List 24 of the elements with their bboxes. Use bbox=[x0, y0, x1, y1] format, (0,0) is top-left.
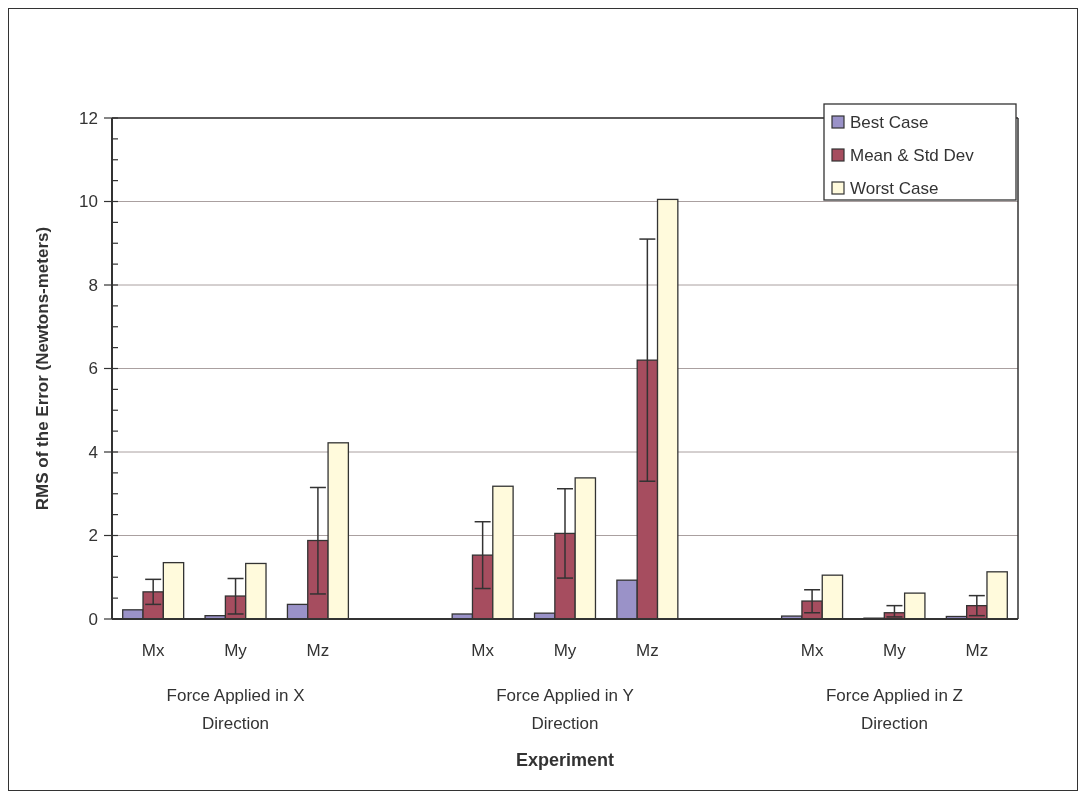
legend-label: Best Case bbox=[850, 112, 929, 132]
y-tick-label: 4 bbox=[88, 442, 98, 462]
x-tick-label: My bbox=[224, 641, 248, 660]
y-tick-label: 2 bbox=[88, 526, 98, 546]
text: Force Applied in X Direction bbox=[166, 686, 305, 733]
y-axis-title: RMS of the Error (Newtons-meters) bbox=[33, 226, 52, 511]
x-tick-label: My bbox=[553, 641, 577, 660]
text: Force Applied in Z Direction bbox=[825, 686, 963, 733]
y-tick-label: 6 bbox=[88, 359, 98, 379]
x-axis-title: Experiment bbox=[515, 750, 615, 770]
x-tick-label: My bbox=[883, 641, 907, 660]
text: Force Applied in Y Direction bbox=[496, 686, 634, 733]
y-tick-label: 8 bbox=[88, 275, 98, 295]
legend-label: Mean & Std Dev bbox=[850, 145, 975, 165]
y-tick-label: 10 bbox=[79, 192, 98, 212]
x-tick-label: Mx bbox=[800, 641, 824, 660]
legend-label: Worst Case bbox=[850, 178, 939, 198]
x-tick-label: Mx bbox=[141, 641, 166, 660]
y-tick-label: 0 bbox=[88, 609, 98, 629]
x-tick-label: Mz bbox=[636, 641, 659, 660]
x-tick-label: Mz bbox=[965, 641, 989, 660]
x-tick-label: Mz bbox=[306, 641, 330, 660]
x-tick-label: Mx bbox=[471, 641, 495, 660]
y-tick-label: 12 bbox=[79, 108, 98, 128]
